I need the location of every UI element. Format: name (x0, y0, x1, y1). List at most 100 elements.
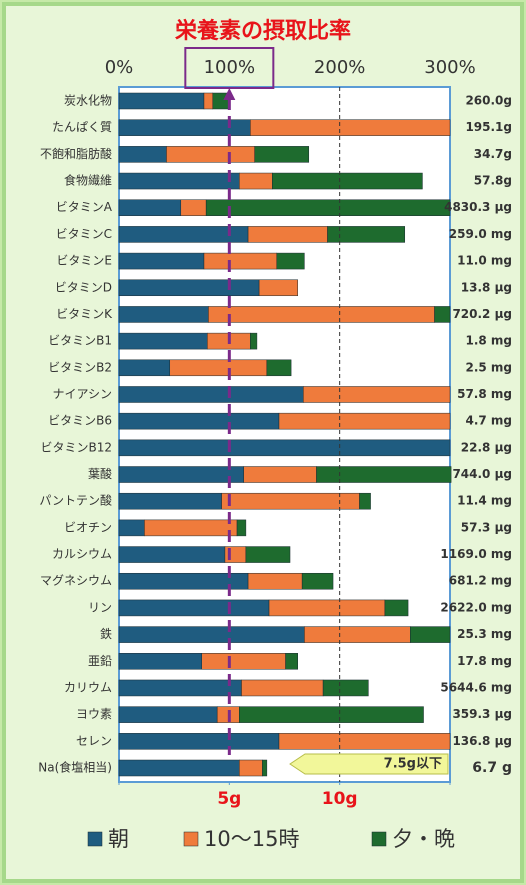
legend-label: 夕・晩 (392, 827, 455, 851)
bar-segment (118, 519, 145, 537)
category-label: 炭水化物 (64, 94, 112, 108)
category-label: ビタミンB12 (40, 440, 112, 454)
bar-segment (118, 386, 304, 403)
bar-segment (239, 172, 273, 190)
bar-segment (118, 306, 209, 323)
category-label: 不飽和脂肪酸 (40, 146, 112, 161)
bar-segment (268, 599, 386, 617)
total-label: 1169.0 mg (440, 547, 512, 561)
bar-segment (118, 626, 305, 643)
total-label: 11.0 mg (457, 254, 512, 268)
total-label: 259.0 mg (449, 227, 512, 241)
bar-segment (322, 679, 369, 697)
category-label: ビタミンC (56, 227, 112, 241)
bar-segment (254, 146, 310, 163)
legend-swatch (87, 831, 103, 847)
bar-segment (144, 519, 238, 537)
total-label: 34.7g (474, 147, 512, 161)
bar-segment (118, 733, 280, 750)
total-label: 11.4 mg (457, 494, 512, 508)
annotation: 7.5g以下 (384, 757, 442, 772)
bar-segment (262, 759, 268, 777)
bar-segment (301, 572, 334, 590)
total-label: 260.0g (465, 94, 512, 108)
bar-segment (169, 359, 268, 377)
bar-segment (118, 332, 208, 350)
bar-segment (258, 279, 298, 297)
bar-segment (118, 279, 260, 297)
category-label: ナイアシン (52, 387, 112, 401)
category-label: ビオチン (64, 520, 112, 534)
total-label: 5644.6 mg (440, 680, 512, 694)
total-label: 25.3 mg (457, 627, 512, 641)
total-label: 13.8 μg (461, 280, 512, 294)
total-label: 17.8 mg (457, 654, 512, 668)
annotation-arrow (289, 753, 449, 775)
bar-segment (272, 172, 423, 190)
bar-segment (243, 466, 317, 483)
bar-segment (203, 252, 278, 270)
x-tick-label: 0% (105, 57, 134, 78)
bar-segment (118, 599, 270, 617)
bar-segment (118, 146, 167, 163)
bar-segment (180, 199, 207, 216)
total-label: 2622.0 mg (440, 600, 512, 614)
bar-segment (118, 679, 242, 697)
category-label: Na(食塩相当) (38, 760, 112, 775)
bar-segment (201, 653, 286, 670)
category-label: ビタミンE (56, 254, 112, 268)
category-label: 葉酸 (88, 466, 112, 481)
category-label: マグネシウム (40, 574, 112, 588)
x-tick-label: 200% (314, 57, 365, 78)
total-label: 1.8 mg (465, 334, 512, 348)
bar-segment (239, 759, 263, 777)
bar-segment (278, 412, 451, 430)
bar-segment (118, 706, 218, 723)
bar-segment (247, 226, 328, 243)
category-label: ビタミンB2 (48, 360, 112, 374)
category-label: カリウム (64, 680, 112, 694)
plot-area (118, 86, 451, 783)
bar-segment (434, 306, 451, 323)
bar-segment (276, 252, 305, 270)
category-label: パントテン酸 (39, 493, 112, 508)
bar-segment (247, 572, 303, 590)
bar-segment (221, 492, 360, 510)
bar-segment (118, 199, 182, 216)
reference-arrow (223, 88, 236, 100)
bar-segment (118, 92, 205, 110)
x-tick-label: 100% (204, 57, 255, 78)
total-label: 22.8 μg (461, 440, 512, 454)
category-label: 鉄 (100, 626, 112, 641)
bar-segment (250, 119, 451, 136)
bar-segment (118, 492, 222, 510)
category-label: カルシウム (52, 547, 112, 561)
bar-segment (118, 412, 280, 430)
na-tick-label: 5g (217, 789, 241, 809)
bar-segment (118, 466, 244, 483)
bar-segment (118, 653, 202, 670)
bar-segment (250, 332, 258, 350)
bar-segment (303, 386, 451, 403)
total-label: 720.2 μg (452, 307, 512, 321)
bar-segment (241, 679, 324, 697)
bar-segment (239, 706, 424, 723)
total-label: 2.5 mg (465, 360, 512, 374)
category-label: たんぱく質 (52, 119, 112, 134)
category-label: 食物繊維 (64, 173, 112, 188)
total-label: 359.3 μg (452, 707, 512, 721)
bar-segment (236, 519, 247, 537)
bar-segment (118, 172, 240, 190)
category-label: ビタミンA (56, 200, 113, 214)
total-label: 4830.3 μg (444, 200, 512, 214)
bar-segment (118, 359, 171, 377)
legend-swatch (371, 831, 387, 847)
category-label: 亜鉛 (88, 654, 112, 668)
total-label: 57.8g (474, 174, 512, 188)
total-label: 57.3 μg (461, 520, 512, 534)
bar-segment (118, 759, 240, 777)
category-label: ビタミンB1 (48, 334, 112, 348)
total-label: 195.1g (465, 120, 512, 134)
bar-segment (245, 546, 291, 563)
